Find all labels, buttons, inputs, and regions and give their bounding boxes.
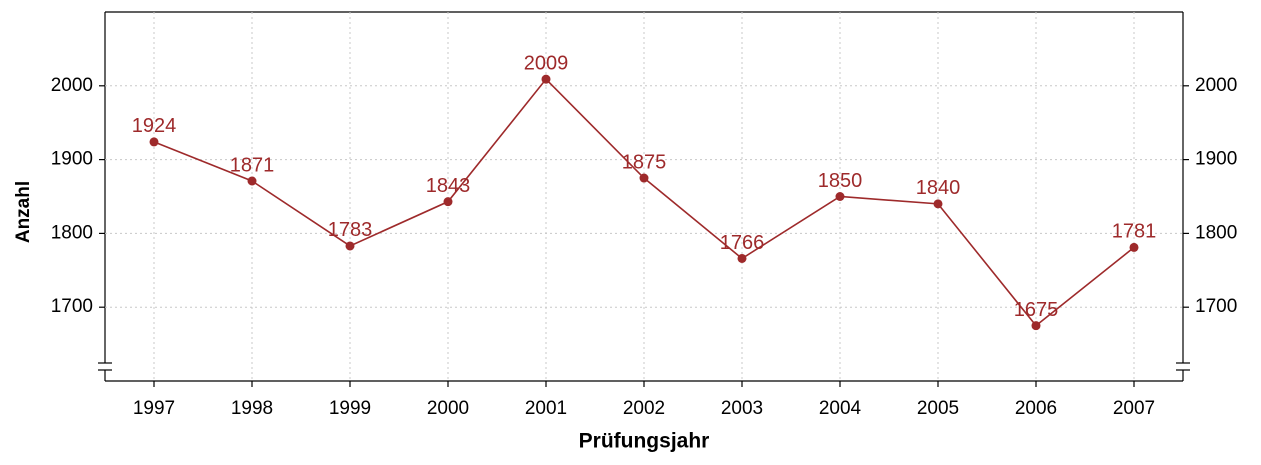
data-label: 1840 xyxy=(916,177,961,199)
x-tick-label: 2007 xyxy=(1113,398,1155,419)
data-label: 1924 xyxy=(132,115,177,137)
data-label: 1783 xyxy=(328,219,373,241)
data-label: 1843 xyxy=(426,175,471,197)
y-tick-label: 1800 xyxy=(51,222,93,243)
data-label: 1875 xyxy=(622,151,667,173)
y-axis-label: Anzahl xyxy=(13,181,34,243)
data-label: 1850 xyxy=(818,170,863,192)
data-point xyxy=(443,197,453,207)
data-point xyxy=(149,137,159,147)
y-tick-label: 1900 xyxy=(51,149,93,170)
data-point xyxy=(541,74,551,84)
data-point xyxy=(345,241,355,251)
y2-tick-label: 1900 xyxy=(1195,149,1237,170)
data-point xyxy=(737,253,747,263)
x-tick-label: 2000 xyxy=(427,398,469,419)
data-point xyxy=(1031,321,1041,331)
data-label: 1766 xyxy=(720,232,765,254)
data-label: 1781 xyxy=(1112,221,1157,243)
x-tick-label: 2005 xyxy=(917,398,959,419)
y-tick-label: 1700 xyxy=(51,296,93,317)
x-tick-label: 1999 xyxy=(329,398,371,419)
data-point xyxy=(247,176,257,186)
data-label: 1675 xyxy=(1014,299,1059,321)
y-tick-label: 2000 xyxy=(51,75,93,96)
x-tick-label: 2006 xyxy=(1015,398,1057,419)
x-tick-label: 1998 xyxy=(231,398,273,419)
x-tick-label: 2001 xyxy=(525,398,567,419)
data-point xyxy=(639,173,649,183)
y2-tick-label: 1800 xyxy=(1195,222,1237,243)
x-tick-label: 1997 xyxy=(133,398,175,419)
x-axis-label: Prüfungsjahr xyxy=(579,430,710,453)
y2-tick-label: 1700 xyxy=(1195,296,1237,317)
data-point xyxy=(933,199,943,209)
x-tick-label: 2003 xyxy=(721,398,763,419)
data-label: 1871 xyxy=(230,154,275,176)
x-tick-label: 2004 xyxy=(819,398,862,419)
data-point xyxy=(835,192,845,201)
x-tick-label: 2002 xyxy=(623,398,665,419)
data-point xyxy=(1129,242,1139,252)
data-label: 2009 xyxy=(524,52,569,74)
y2-tick-label: 2000 xyxy=(1195,75,1237,96)
